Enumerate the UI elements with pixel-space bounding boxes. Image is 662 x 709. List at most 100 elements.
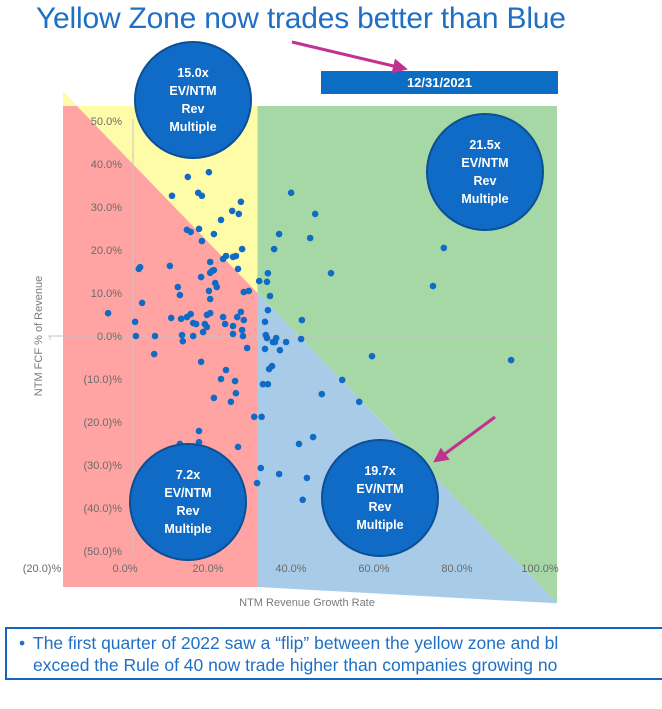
data-point: [206, 258, 214, 266]
data-point: [187, 228, 194, 236]
summary-line-2: exceed the Rule of 40 now trade higher t…: [19, 654, 558, 676]
data-point: [309, 433, 317, 441]
bubble-circle: [129, 443, 247, 561]
data-point: [240, 288, 248, 296]
data-point: [184, 173, 192, 181]
y-tick-label: 50.0%: [91, 116, 122, 128]
bubble-circle: [426, 113, 544, 231]
summary-callout: • The first quarter of 2022 saw a “flip” …: [5, 627, 662, 680]
y-tick-label: (20.0)%: [83, 417, 122, 429]
bubble-label-line: Multiple: [169, 120, 216, 134]
data-point: [179, 337, 187, 345]
y-tick-label: 30.0%: [91, 202, 122, 214]
data-point: [429, 282, 437, 290]
data-point: [183, 313, 191, 321]
data-point: [275, 470, 283, 478]
bubble-label-line: EV/NTM: [164, 486, 211, 500]
data-point: [238, 245, 246, 253]
data-point: [222, 252, 230, 260]
bubble-label-line: EV/NTM: [169, 84, 216, 98]
data-point: [221, 320, 229, 328]
data-point: [275, 230, 283, 238]
y-tick-label: 20.0%: [91, 245, 122, 257]
data-point: [258, 413, 265, 421]
data-point: [327, 269, 335, 277]
data-point: [311, 210, 319, 218]
data-point: [239, 332, 247, 340]
data-point: [507, 356, 515, 364]
data-point: [203, 311, 211, 319]
data-point: [282, 338, 290, 346]
x-tick-label: 40.0%: [275, 563, 306, 575]
data-point: [210, 230, 218, 238]
red-multiple-bubble: 7.2x EV/NTM Rev Multiple: [129, 443, 247, 561]
data-point: [205, 287, 213, 295]
page-title: Yellow Zone now trades better than Blue: [36, 2, 566, 35]
data-point: [264, 306, 272, 314]
data-point: [210, 394, 218, 402]
data-point: [206, 295, 214, 303]
yellow-multiple-bubble: 15.0x EV/NTM Rev Multiple: [134, 41, 252, 159]
y-tick-label: (10.0)%: [83, 374, 122, 386]
data-point: [318, 390, 326, 398]
bubble-label-line: Multiple: [461, 192, 508, 206]
y-tick-label: (40.0)%: [83, 503, 122, 515]
data-point: [205, 168, 213, 176]
data-point: [232, 252, 240, 260]
data-point: [135, 265, 143, 273]
data-point: [234, 265, 242, 273]
x-tick-label: 0.0%: [112, 563, 137, 575]
data-point: [227, 398, 235, 406]
data-point: [150, 350, 158, 358]
data-point: [231, 377, 239, 385]
data-point: [257, 464, 265, 472]
data-point: [250, 413, 258, 421]
data-point: [233, 313, 241, 321]
data-point: [264, 380, 272, 388]
bullet-icon: •: [19, 633, 26, 653]
data-point: [245, 287, 253, 295]
bubble-label-line: EV/NTM: [461, 156, 508, 170]
bubble-label-line: Rev: [182, 102, 205, 116]
data-point: [131, 318, 139, 326]
data-point: [298, 316, 306, 324]
data-point: [261, 318, 269, 326]
data-point: [232, 389, 240, 397]
x-axis-title: NTM Revenue Growth Rate: [239, 597, 375, 609]
date-banner: [321, 71, 558, 94]
data-point: [306, 234, 314, 242]
bubble-label-line: 7.2x: [176, 468, 200, 482]
y-tick-label: (30.0)%: [83, 460, 122, 472]
data-point: [222, 366, 230, 374]
data-point: [167, 314, 175, 322]
data-point: [228, 207, 236, 215]
data-point: [234, 443, 242, 451]
blue-multiple-bubble: 19.7x EV/NTM Rev Multiple: [321, 439, 439, 557]
data-point: [219, 313, 227, 321]
data-point: [174, 283, 182, 291]
data-point: [270, 245, 278, 253]
green-multiple-bubble: 21.5x EV/NTM Rev Multiple: [426, 113, 544, 231]
summary-line-1-text: The first quarter of 2022 saw a “flip” b…: [33, 633, 559, 653]
summary-line-2-text: exceed the Rule of 40 now trade higher t…: [33, 655, 558, 675]
data-point: [295, 440, 303, 448]
data-point: [303, 474, 311, 482]
data-point: [263, 334, 271, 342]
data-point: [440, 244, 448, 252]
x-tick-label: 20.0%: [192, 563, 223, 575]
data-point: [168, 192, 176, 200]
date-label: 12/31/2021: [407, 75, 472, 90]
data-point: [238, 326, 246, 334]
bubble-label-line: Rev: [369, 500, 392, 514]
data-point: [243, 344, 251, 352]
bubble-circle: [134, 41, 252, 159]
data-point: [261, 345, 269, 353]
data-point: [197, 273, 205, 281]
x-tick-label: (20.0)%: [23, 563, 62, 575]
data-point: [177, 315, 185, 323]
data-point: [240, 316, 248, 324]
bubble-label-line: EV/NTM: [356, 482, 403, 496]
data-point: [178, 331, 186, 339]
x-tick-label: 80.0%: [441, 563, 472, 575]
